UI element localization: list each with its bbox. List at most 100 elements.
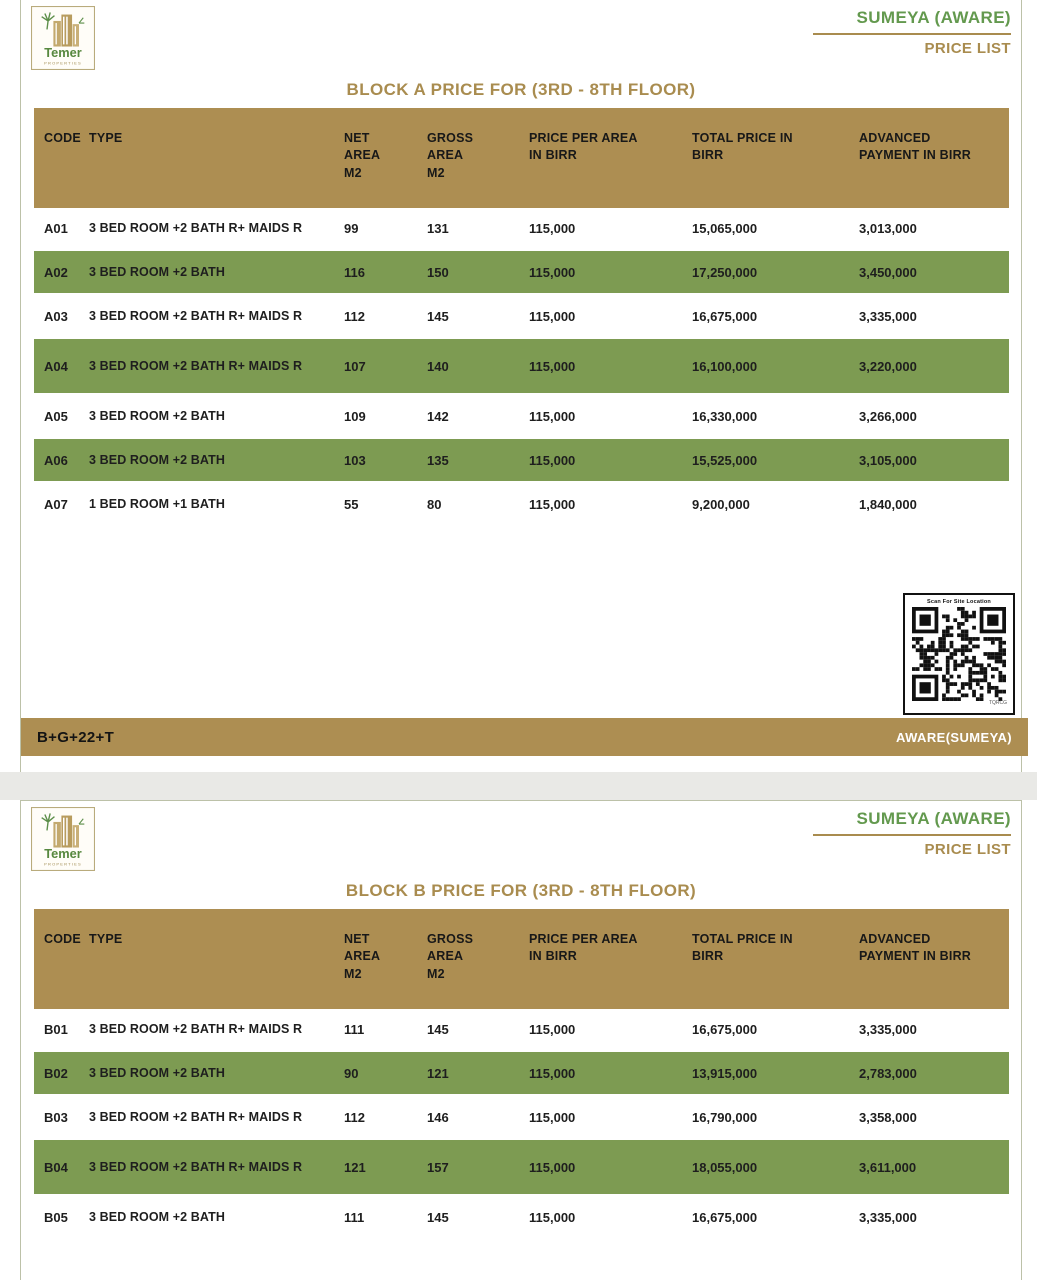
cell-net: 103	[344, 452, 366, 468]
col-header-type: TYPE	[89, 932, 123, 946]
cell-advance: 3,335,000	[859, 1209, 917, 1225]
cell-gross: 145	[427, 1021, 449, 1037]
header-divider	[813, 834, 1011, 836]
cell-total: 15,065,000	[692, 220, 758, 236]
cell-code: A03	[44, 308, 68, 324]
col-header-code: CODE	[44, 131, 81, 145]
cell-price_per: 115,000	[529, 1159, 576, 1175]
cell-code: B04	[44, 1159, 68, 1175]
cell-code: A06	[44, 452, 68, 468]
cell-total: 13,915,000	[692, 1065, 758, 1081]
table-row-b01: B01 3 BED ROOM +2 BATH R+ MAIDS R 111 145 11…	[34, 1009, 1009, 1049]
cell-code: A02	[44, 264, 68, 280]
block-b-title: BLOCK B PRICE FOR (3RD - 8TH FLOOR)	[345, 881, 697, 900]
cell-advance: 3,611,000	[859, 1159, 917, 1175]
cell-code: B02	[44, 1065, 68, 1081]
table-header-row: CODE TYPE NET AREA M2 GROSS AREA M2 PRIC…	[34, 909, 1009, 1009]
table-row-a04: A04 3 BED ROOM +2 BATH R+ MAIDS R 107 140 11…	[34, 339, 1009, 393]
project-title: SUMEYA (AWARE)	[856, 809, 1011, 828]
block-a-title: BLOCK A PRICE FOR (3RD - 8TH FLOOR)	[346, 80, 696, 99]
cell-gross: 131	[427, 220, 449, 236]
cell-code: B05	[44, 1209, 68, 1225]
doc-type-label: PRICE LIST	[924, 841, 1011, 858]
cell-code: B03	[44, 1109, 68, 1125]
cell-net: 111	[344, 1021, 365, 1037]
cell-gross: 145	[427, 308, 449, 324]
cell-net: 111	[344, 1209, 365, 1225]
buildings-icon	[53, 815, 79, 848]
col-header-price-per-area: PRICE PER AREA IN BIRR	[529, 932, 638, 964]
cell-type: 3 BED ROOM +2 BATH	[89, 265, 225, 279]
col-header-net-area: NET AREA M2	[344, 131, 380, 180]
cell-type: 3 BED ROOM +2 BATH R+ MAIDS R	[89, 1160, 303, 1174]
col-header-total-price: TOTAL PRICE IN BIRR	[692, 131, 793, 163]
cell-code: A05	[44, 408, 68, 424]
col-header-advanced-payment: ADVANCED PAYMENT IN BIRR	[859, 131, 972, 163]
block-a-table: CODE TYPE NET AREA M2 GROSS AREA M2 PRIC…	[34, 108, 1009, 524]
table-row-a05: A05 3 BED ROOM +2 BATH 109 142 115,000 16,330…	[34, 396, 1009, 436]
document-header: Temer PROPERTIES SUMEYA (AWARE) PRICE LI…	[21, 801, 1021, 871]
cell-gross: 135	[427, 452, 449, 468]
cell-price_per: 115,000	[529, 1065, 576, 1081]
cell-net: 112	[344, 308, 365, 324]
cell-price_per: 115,000	[529, 1109, 576, 1125]
cell-price_per: 115,000	[529, 408, 576, 424]
cell-price_per: 115,000	[529, 1021, 576, 1037]
cell-total: 15,525,000	[692, 452, 758, 468]
cell-net: 90	[344, 1065, 359, 1081]
block-b-table: CODE TYPE NET AREA M2 GROSS AREA M2 PRIC…	[34, 909, 1009, 1237]
cell-total: 18,055,000	[692, 1159, 758, 1175]
logo-subtext: PROPERTIES	[44, 61, 82, 66]
cell-type: 3 BED ROOM +2 BATH R+ MAIDS R	[89, 221, 303, 235]
cell-total: 16,100,000	[692, 358, 758, 374]
project-title: SUMEYA (AWARE)	[856, 8, 1011, 27]
table-row-b03: B03 3 BED ROOM +2 BATH R+ MAIDS R 112 146 11…	[34, 1097, 1009, 1137]
doc-type-label: PRICE LIST	[924, 40, 1011, 57]
building-config-label: B+G+22+T	[37, 728, 115, 746]
cell-type: 1 BED ROOM +1 BATH	[89, 497, 225, 511]
cell-gross: 157	[427, 1159, 449, 1175]
cell-advance: 3,105,000	[859, 452, 917, 468]
cell-net: 55	[344, 496, 359, 512]
page-divider	[0, 772, 1037, 800]
cell-type: 3 BED ROOM +2 BATH	[89, 1066, 225, 1080]
temer-properties-logo: Temer PROPERTIES	[31, 6, 95, 70]
logo-subtext: PROPERTIES	[44, 862, 82, 867]
cell-advance: 3,335,000	[859, 1021, 917, 1037]
cell-gross: 145	[427, 1209, 449, 1225]
cell-type: 3 BED ROOM +2 BATH	[89, 453, 225, 467]
cell-gross: 146	[427, 1109, 449, 1125]
cell-advance: 3,335,000	[859, 308, 917, 324]
cell-gross: 142	[427, 408, 449, 424]
cell-code: B01	[44, 1021, 68, 1037]
cell-code: A01	[44, 220, 68, 236]
qr-code: Scan For Site Location TQRCG	[903, 593, 1015, 715]
temer-properties-logo: Temer PROPERTIES	[31, 807, 95, 871]
cell-advance: 3,266,000	[859, 408, 917, 424]
project-name-label: AWARE(SUMEYA)	[896, 729, 1012, 745]
cell-advance: 3,358,000	[859, 1109, 917, 1125]
col-header-type: TYPE	[89, 131, 123, 145]
cell-advance: 3,013,000	[859, 220, 917, 236]
table-row-b05: B05 3 BED ROOM +2 BATH 111 145 115,000 16,675…	[34, 1197, 1009, 1237]
table-row-b02: B02 3 BED ROOM +2 BATH 90 121 115,000 13,915,…	[34, 1052, 1009, 1094]
cell-code: A04	[44, 358, 68, 374]
cell-net: 99	[344, 220, 359, 236]
cell-type: 3 BED ROOM +2 BATH	[89, 1210, 225, 1224]
logo-wordmark: Temer	[44, 846, 81, 861]
cell-net: 112	[344, 1109, 365, 1125]
palm-tree-icon	[41, 813, 85, 831]
col-header-advanced-payment: ADVANCED PAYMENT IN BIRR	[859, 932, 972, 964]
table-row-a06: A06 3 BED ROOM +2 BATH 103 135 115,000 15,525…	[34, 439, 1009, 481]
cell-total: 16,675,000	[692, 308, 758, 324]
table-row-a02: A02 3 BED ROOM +2 BATH 116 150 115,000 17,250…	[34, 251, 1009, 293]
cell-type: 3 BED ROOM +2 BATH R+ MAIDS R	[89, 309, 303, 323]
cell-net: 121	[344, 1159, 366, 1175]
cell-total: 17,250,000	[692, 264, 758, 280]
cell-price_per: 115,000	[529, 1209, 576, 1225]
cell-gross: 140	[427, 358, 449, 374]
cell-type: 3 BED ROOM +2 BATH R+ MAIDS R	[89, 359, 303, 373]
cell-price_per: 115,000	[529, 452, 576, 468]
cell-total: 16,330,000	[692, 408, 758, 424]
col-header-total-price: TOTAL PRICE IN BIRR	[692, 932, 793, 964]
